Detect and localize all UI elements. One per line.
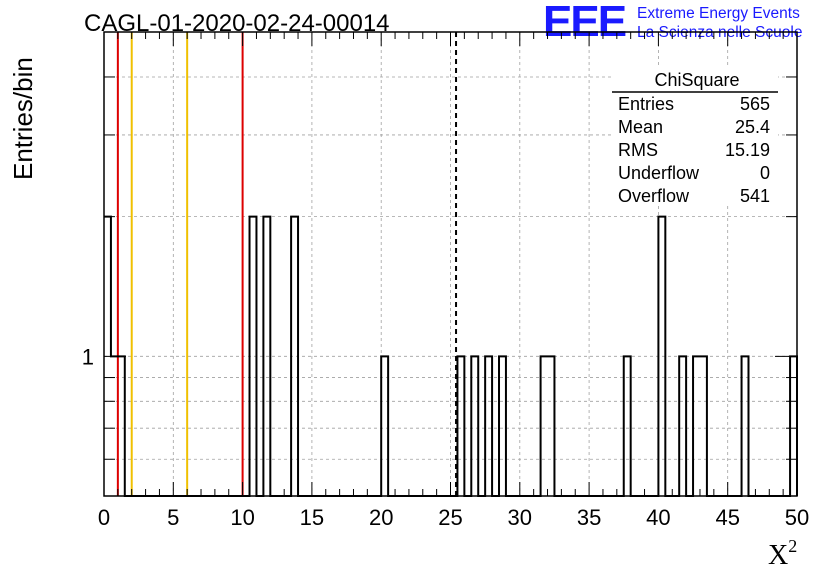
- x-tick-label: 50: [785, 505, 809, 530]
- x-tick-label: 35: [577, 505, 601, 530]
- stats-row-label: Overflow: [618, 186, 690, 206]
- reference-lines: [116, 32, 458, 496]
- stats-row-label: RMS: [618, 140, 658, 160]
- stats-row-value: 541: [740, 186, 770, 206]
- x-axis-label: X2: [768, 536, 797, 571]
- x-tick-label: 30: [508, 505, 532, 530]
- x-tick-label: 25: [438, 505, 462, 530]
- stats-row-value: 15.19: [725, 140, 770, 160]
- stats-box-background: [612, 68, 778, 206]
- stats-box-title: ChiSquare: [654, 70, 739, 90]
- eee-logo: EEE: [543, 0, 627, 46]
- x-tick-label: 10: [230, 505, 254, 530]
- stats-row-label: Entries: [618, 94, 674, 114]
- axis-ticks: 0 5 10 15 20 25 30 35 40 45 50 1: [82, 32, 809, 530]
- stats-row-value: 565: [740, 94, 770, 114]
- stats-row-label: Mean: [618, 117, 663, 137]
- x-tick-label: 20: [369, 505, 393, 530]
- x-tick-label: 5: [167, 505, 179, 530]
- stats-row-label: Underflow: [618, 163, 700, 183]
- stats-row-value: 0: [760, 163, 770, 183]
- stats-row-value: 25.4: [735, 117, 770, 137]
- x-tick-label: 45: [715, 505, 739, 530]
- stats-box: ChiSquare Entries 565 Mean 25.4 RMS 15.19 Unde…: [612, 68, 778, 206]
- x-tick-label: 15: [300, 505, 324, 530]
- x-tick-label: 0: [98, 505, 110, 530]
- logo-line-1: Extreme Energy Events: [637, 5, 800, 22]
- x-axis-label-base: X: [768, 540, 788, 571]
- x-tick-label: 40: [646, 505, 670, 530]
- y-tick-label: 1: [82, 344, 94, 369]
- x-axis-label-superscript: 2: [788, 536, 797, 556]
